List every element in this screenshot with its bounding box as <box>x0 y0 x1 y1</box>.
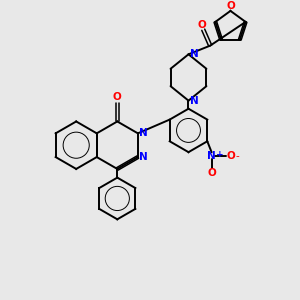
Text: O: O <box>113 92 122 102</box>
Text: -: - <box>236 151 240 161</box>
Text: N: N <box>190 49 199 59</box>
Text: O: O <box>207 168 216 178</box>
Text: N: N <box>139 152 147 162</box>
Text: N: N <box>139 128 147 138</box>
Text: O: O <box>226 151 235 161</box>
Text: N: N <box>207 151 216 161</box>
Text: O: O <box>227 1 236 11</box>
Text: N: N <box>190 96 199 106</box>
Text: O: O <box>197 20 206 29</box>
Text: +: + <box>216 149 224 158</box>
